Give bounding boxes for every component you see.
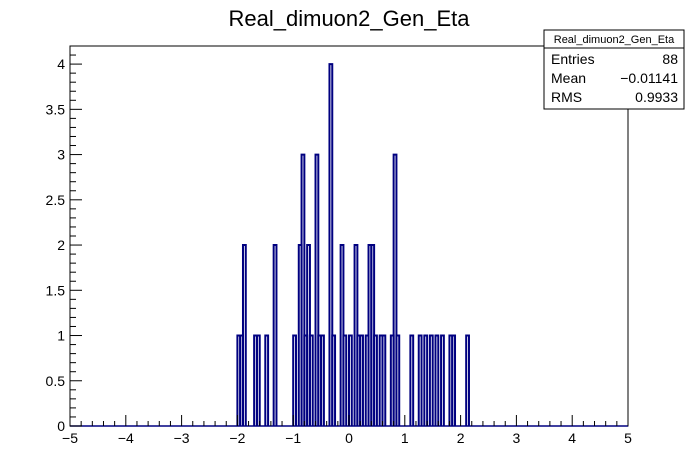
histogram-bin xyxy=(300,153,306,426)
histogram-bin xyxy=(255,334,261,426)
chart-title: Real_dimuon2_Gen_Eta xyxy=(229,6,471,31)
x-tick-label: −1 xyxy=(285,430,301,446)
histogram-bin xyxy=(320,334,325,426)
x-tick-label: 1 xyxy=(401,430,409,446)
x-tick-label: −4 xyxy=(118,430,134,446)
stats-row-label: Entries xyxy=(551,51,595,67)
y-tick-label: 3 xyxy=(57,147,65,163)
histogram-bin xyxy=(331,334,337,426)
histogram-bin xyxy=(348,334,353,426)
histogram-bin xyxy=(272,244,278,426)
histogram-bin xyxy=(465,334,470,426)
stats-row-value: 0.9933 xyxy=(635,89,678,105)
x-tick-label: −3 xyxy=(174,430,190,446)
x-tick-label: 0 xyxy=(345,430,353,446)
histogram-bin xyxy=(359,334,364,426)
stats-row-label: Mean xyxy=(551,70,586,86)
histogram-bin xyxy=(264,334,270,426)
x-tick-label: 2 xyxy=(457,430,465,446)
histogram-bin xyxy=(292,334,297,426)
histogram-bin xyxy=(440,334,445,426)
y-tick-label: 0 xyxy=(57,418,65,434)
histogram-bin xyxy=(417,334,423,426)
histogram-bin xyxy=(409,334,415,426)
histogram-bin xyxy=(428,334,434,426)
axes: −5 −4 −3 −2 −1 0 1 2 3 4 5 0 0.5 1 1.5 2 2.5 3 3.5 4 xyxy=(46,45,632,446)
y-tick-label: 3.5 xyxy=(46,101,66,117)
x-tick-label: 4 xyxy=(568,430,576,446)
histogram-bars xyxy=(70,63,628,427)
x-tick-label: 5 xyxy=(624,430,632,446)
stats-box: Real_dimuon2_Gen_Eta Entries 88 Mean −0.0114… xyxy=(543,29,685,110)
x-tick-label: −5 xyxy=(62,430,78,446)
y-tick-label: 2 xyxy=(57,237,65,253)
histogram-bin xyxy=(241,244,247,426)
stats-row-value: 88 xyxy=(662,51,678,67)
histogram-bin xyxy=(395,334,401,426)
histogram-bin xyxy=(392,153,398,426)
y-tick-label: 4 xyxy=(57,56,65,72)
histogram-bin xyxy=(314,153,320,426)
y-tick-label: 0.5 xyxy=(46,373,66,389)
histogram-bin xyxy=(451,334,457,426)
histogram-bin xyxy=(328,63,334,426)
histogram-bin xyxy=(381,334,387,426)
y-tick-label: 1.5 xyxy=(46,282,66,298)
histogram-bin xyxy=(373,334,378,426)
y-tick-label: 1 xyxy=(57,328,65,344)
x-tick-label: −2 xyxy=(229,430,245,446)
histogram-bin xyxy=(342,334,348,426)
stats-box-frame xyxy=(543,29,685,110)
histogram-bin xyxy=(308,334,314,426)
stats-box-title: Real_dimuon2_Gen_Eta xyxy=(554,34,675,46)
histogram-bin xyxy=(434,334,440,426)
stats-row-label: RMS xyxy=(551,89,582,105)
y-tick-label: 2.5 xyxy=(46,192,66,208)
stats-row-value: −0.01141 xyxy=(620,70,678,86)
x-tick-label: 3 xyxy=(513,430,521,446)
histogram-bin xyxy=(423,334,429,426)
